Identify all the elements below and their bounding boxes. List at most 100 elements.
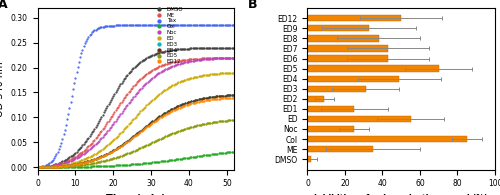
Line: Noc: Noc [36,57,235,168]
Text: B: B [248,0,257,11]
Bar [308,25,370,31]
ME [226,57,232,59]
Col [128,163,134,166]
ME [196,58,202,60]
Bar [308,156,311,162]
ED [128,121,134,123]
DMSO [141,58,147,61]
ED5 [141,145,147,147]
ME [141,75,147,77]
Noc [128,99,134,101]
Bar [308,116,410,122]
ED4 [129,136,135,138]
Line: ED3: ED3 [36,94,235,168]
Col [141,162,147,165]
Noc [196,59,202,61]
Bar [308,146,373,152]
Noc [152,75,158,77]
ED3 [226,94,232,96]
Line: ED5: ED5 [36,119,235,168]
Line: ED: ED [36,72,235,168]
X-axis label: Inhibition of polymerization speed (%): Inhibition of polymerization speed (%) [314,194,488,195]
Col [129,163,135,166]
ED3 [141,127,147,129]
ED3 [152,119,158,121]
ED5 [128,151,134,153]
ED [232,71,237,74]
ED12 [152,120,158,122]
Text: A: A [0,0,8,11]
ED [34,166,40,168]
Noc [34,166,40,168]
Bar [308,136,467,142]
DMSO [226,46,232,49]
Tax [226,24,232,26]
ED12 [141,128,147,130]
Line: ED4: ED4 [36,94,235,168]
ED12 [34,166,40,168]
Bar [308,106,354,112]
ED5 [196,124,202,126]
Y-axis label: OD 340 nm: OD 340 nm [0,61,5,117]
Bar [308,55,388,62]
Col [196,155,202,157]
Col [226,151,232,153]
ED5 [232,119,237,121]
Tax [141,24,147,26]
Bar [308,45,388,52]
ED3 [128,137,134,139]
Tax [34,166,40,168]
ED4 [152,119,158,121]
Bar [308,66,438,72]
Line: ED12: ED12 [36,97,235,168]
Tax [152,24,158,26]
ED3 [232,94,237,96]
Col [34,166,40,168]
ED12 [232,96,237,99]
ED5 [129,150,135,153]
ED3 [196,98,202,100]
Line: Tax: Tax [36,24,235,168]
ED [129,119,135,122]
ED5 [226,119,232,121]
Line: ME: ME [36,57,235,168]
ME [232,56,237,59]
Bar [308,126,354,132]
Tax [129,24,135,26]
Noc [141,84,147,86]
Bar [308,86,366,92]
Col [232,151,237,153]
DMSO [34,166,40,168]
ED4 [226,94,232,96]
Bar [308,96,324,102]
ED4 [232,94,237,96]
ED5 [152,140,158,143]
Tax [232,24,237,26]
ED12 [196,100,202,103]
DMSO [129,68,135,70]
Bar [308,15,401,21]
Bar [308,75,400,82]
ME [129,87,135,89]
ED [141,107,147,109]
ME [128,88,134,90]
Noc [129,98,135,100]
ED4 [196,98,202,100]
ME [152,68,158,70]
ED [196,75,202,77]
DMSO [196,47,202,49]
Tax [196,24,202,26]
ED12 [226,97,232,99]
DMSO [232,46,237,49]
ED [226,72,232,74]
ED3 [34,166,40,168]
ED4 [34,166,40,168]
ED12 [128,138,134,140]
DMSO [128,69,134,72]
ME [34,166,40,168]
Tax [128,24,134,27]
Noc [226,57,232,59]
DMSO [152,53,158,56]
ED [152,97,158,99]
ED5 [34,166,40,168]
